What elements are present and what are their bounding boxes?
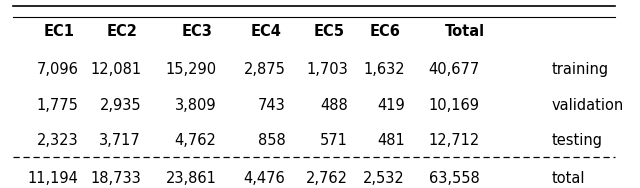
Text: 15,290: 15,290 (165, 62, 216, 77)
Text: 743: 743 (258, 98, 285, 113)
Text: 571: 571 (320, 133, 348, 148)
Text: testing: testing (552, 133, 603, 148)
Text: EC4: EC4 (251, 24, 282, 39)
Text: 12,712: 12,712 (429, 133, 480, 148)
Text: EC3: EC3 (182, 24, 212, 39)
Text: 1,775: 1,775 (36, 98, 79, 113)
Text: 1,703: 1,703 (307, 62, 348, 77)
Text: 2,532: 2,532 (363, 171, 404, 186)
Text: 481: 481 (377, 133, 404, 148)
Text: 2,875: 2,875 (244, 62, 285, 77)
Text: 4,762: 4,762 (175, 133, 216, 148)
Text: 7,096: 7,096 (36, 62, 79, 77)
Text: validation: validation (552, 98, 624, 113)
Text: EC6: EC6 (370, 24, 401, 39)
Text: Total: Total (445, 24, 486, 39)
Text: EC1: EC1 (44, 24, 75, 39)
Text: 40,677: 40,677 (429, 62, 480, 77)
Text: 4,476: 4,476 (244, 171, 285, 186)
Text: 11,194: 11,194 (28, 171, 79, 186)
Text: EC2: EC2 (107, 24, 138, 39)
Text: 3,809: 3,809 (175, 98, 216, 113)
Text: 2,762: 2,762 (306, 171, 348, 186)
Text: training: training (552, 62, 609, 77)
Text: 858: 858 (258, 133, 285, 148)
Text: 63,558: 63,558 (429, 171, 480, 186)
Text: 3,717: 3,717 (99, 133, 141, 148)
Text: total: total (552, 171, 586, 186)
Text: 18,733: 18,733 (90, 171, 141, 186)
Text: 1,632: 1,632 (363, 62, 404, 77)
Text: 419: 419 (377, 98, 404, 113)
Text: 2,935: 2,935 (99, 98, 141, 113)
Text: 488: 488 (321, 98, 348, 113)
Text: 12,081: 12,081 (90, 62, 141, 77)
Text: 10,169: 10,169 (429, 98, 480, 113)
Text: 2,323: 2,323 (36, 133, 79, 148)
Text: EC5: EC5 (314, 24, 344, 39)
Text: 23,861: 23,861 (166, 171, 216, 186)
